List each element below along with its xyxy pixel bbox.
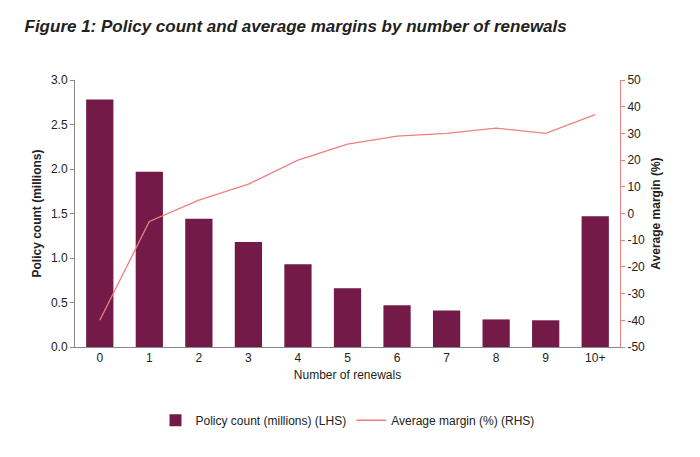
svg-text:Policy count (millions) (LHS): Policy count (millions) (LHS) bbox=[196, 414, 347, 428]
svg-text:8: 8 bbox=[493, 351, 500, 365]
svg-text:50: 50 bbox=[627, 73, 641, 87]
svg-text:-50: -50 bbox=[627, 340, 645, 354]
svg-text:Average margin (%) (RHS): Average margin (%) (RHS) bbox=[391, 414, 534, 428]
svg-text:7: 7 bbox=[443, 351, 450, 365]
svg-text:6: 6 bbox=[394, 351, 401, 365]
svg-text:-10: -10 bbox=[627, 233, 645, 247]
svg-text:1.5: 1.5 bbox=[51, 207, 68, 221]
svg-text:10: 10 bbox=[627, 180, 641, 194]
svg-text:9: 9 bbox=[542, 351, 549, 365]
svg-text:Policy count (millions): Policy count (millions) bbox=[30, 149, 44, 277]
svg-text:0.5: 0.5 bbox=[51, 296, 68, 310]
svg-text:Number of renewals: Number of renewals bbox=[294, 368, 401, 382]
svg-text:5: 5 bbox=[344, 351, 351, 365]
svg-text:3: 3 bbox=[245, 351, 252, 365]
svg-text:20: 20 bbox=[627, 153, 641, 167]
svg-text:-20: -20 bbox=[627, 260, 645, 274]
svg-text:40: 40 bbox=[627, 100, 641, 114]
svg-text:Average margin (%): Average margin (%) bbox=[649, 157, 663, 269]
svg-text:Figure 1: Policy count and ave: Figure 1: Policy count and average margi… bbox=[25, 17, 567, 36]
svg-text:1.0: 1.0 bbox=[51, 251, 68, 265]
svg-text:-30: -30 bbox=[627, 287, 645, 301]
svg-text:2: 2 bbox=[196, 351, 203, 365]
svg-text:30: 30 bbox=[627, 127, 641, 141]
svg-text:2.0: 2.0 bbox=[51, 162, 68, 176]
svg-text:1: 1 bbox=[146, 351, 153, 365]
svg-text:0.0: 0.0 bbox=[51, 340, 68, 354]
svg-text:2.5: 2.5 bbox=[51, 118, 68, 132]
svg-text:4: 4 bbox=[295, 351, 302, 365]
svg-text:0: 0 bbox=[96, 351, 103, 365]
svg-text:3.0: 3.0 bbox=[51, 73, 68, 87]
svg-text:10+: 10+ bbox=[585, 351, 605, 365]
svg-text:0: 0 bbox=[627, 207, 634, 221]
svg-text:-40: -40 bbox=[627, 314, 645, 328]
